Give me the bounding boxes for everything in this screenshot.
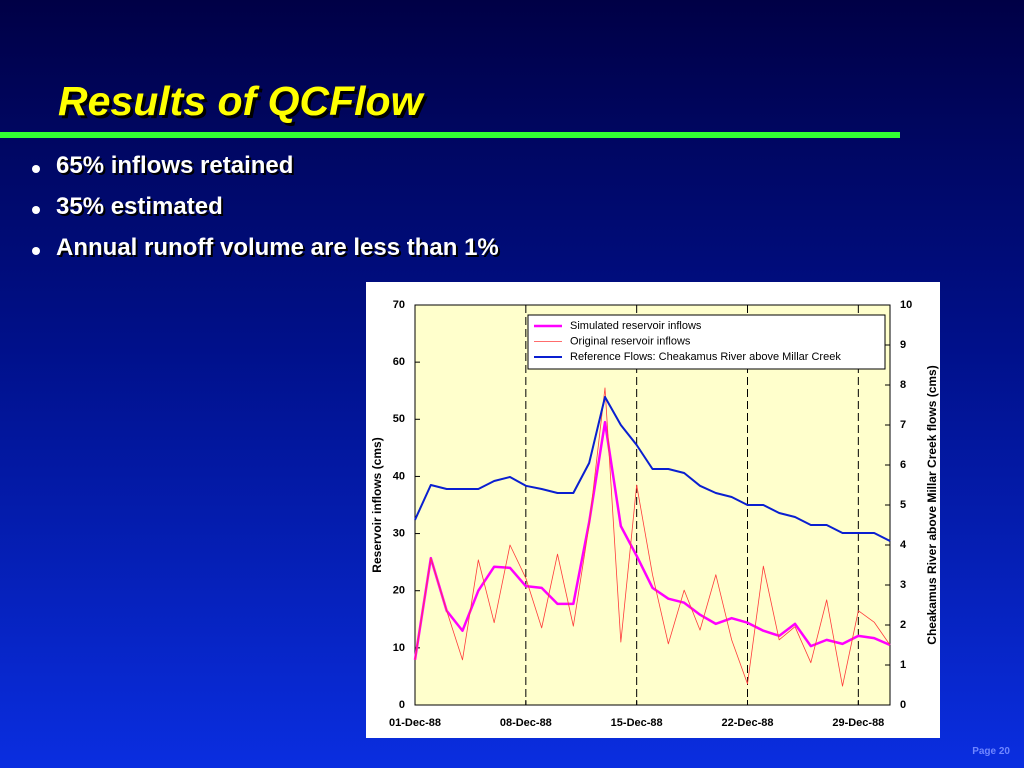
- chart: Reservoir inflows (cms) Cheakamus River …: [366, 282, 940, 738]
- y2-tick-label: 1: [900, 659, 906, 671]
- series-line: [414, 396, 891, 542]
- y-tick-label: 0: [399, 699, 405, 711]
- y2-tick-label: 6: [900, 459, 906, 471]
- x-tick-label: 08-Dec-88: [500, 717, 552, 729]
- legend-label: Reference Flows: Cheakamus River above M…: [570, 351, 841, 363]
- y2-tick-label: 7: [900, 419, 906, 431]
- legend-label: Simulated reservoir inflows: [570, 320, 702, 332]
- y2-tick-label: 9: [900, 339, 906, 351]
- y2-axis-title: Cheakamus River above Millar Creek flows…: [925, 365, 939, 644]
- bullet: 35% estimated: [30, 193, 499, 234]
- legend-label: Original reservoir inflows: [570, 335, 691, 347]
- y2-tick-label: 8: [900, 379, 906, 391]
- y2-tick-label: 10: [900, 299, 912, 311]
- x-tick-label: 29-Dec-88: [832, 717, 884, 729]
- y2-tick-label: 3: [900, 579, 906, 591]
- plot-area: [415, 305, 890, 705]
- y-tick-label: 70: [393, 299, 405, 311]
- y-tick-label: 50: [393, 413, 405, 425]
- bullet-list: 65% inflows retained 35% estimated Annua…: [30, 152, 499, 275]
- series-line: [413, 420, 891, 661]
- x-tick-label: 22-Dec-88: [722, 717, 774, 729]
- bullet: Annual runoff volume are less than 1%: [30, 234, 499, 275]
- y2-tick-label: 0: [900, 699, 906, 711]
- slide-title: Results of QCFlow: [58, 78, 423, 124]
- y-tick-label: 10: [393, 642, 405, 654]
- x-tick-label: 01-Dec-88: [389, 717, 441, 729]
- y-axis-title: Reservoir inflows (cms): [370, 437, 384, 572]
- title-rule: [0, 132, 900, 138]
- page-number: Page 20: [972, 746, 1010, 757]
- y-tick-label: 20: [393, 585, 405, 597]
- y2-tick-label: 2: [900, 619, 906, 631]
- plot-frame: [414, 304, 891, 706]
- y-tick-label: 30: [393, 527, 405, 539]
- y-tick-label: 60: [393, 356, 405, 368]
- y-tick-label: 40: [393, 470, 405, 482]
- legend-box: [527, 314, 886, 370]
- x-tick-label: 15-Dec-88: [611, 717, 663, 729]
- y2-tick-label: 4: [900, 539, 907, 551]
- series-line: [414, 387, 891, 687]
- y2-tick-label: 5: [900, 499, 906, 511]
- bullet: 65% inflows retained: [30, 152, 499, 193]
